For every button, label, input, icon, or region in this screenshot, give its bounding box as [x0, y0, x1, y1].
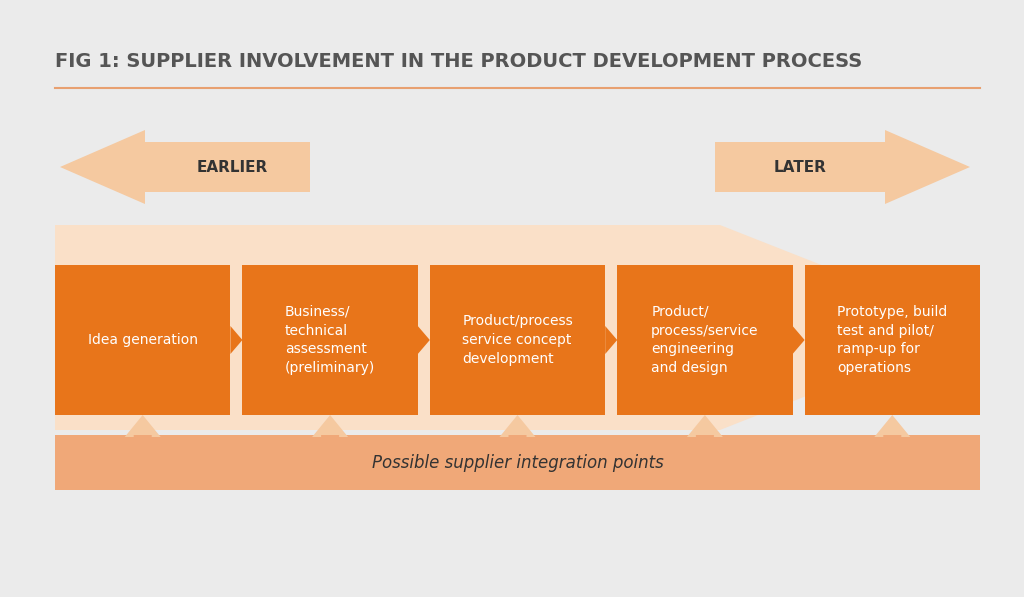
- Polygon shape: [230, 326, 243, 354]
- Text: Product/
process/service
engineering
and design: Product/ process/service engineering and…: [651, 304, 759, 376]
- Bar: [243, 265, 418, 415]
- Polygon shape: [418, 326, 430, 354]
- FancyArrow shape: [125, 415, 161, 437]
- Text: Idea generation: Idea generation: [88, 333, 198, 347]
- FancyArrow shape: [874, 415, 910, 437]
- Polygon shape: [60, 130, 310, 204]
- Bar: [805, 265, 980, 415]
- Polygon shape: [605, 326, 617, 354]
- Text: Business/
technical
assessment
(preliminary): Business/ technical assessment (prelimin…: [285, 304, 375, 376]
- Bar: [55, 435, 980, 490]
- Polygon shape: [55, 225, 980, 430]
- FancyArrow shape: [687, 415, 723, 437]
- Text: Possible supplier integration points: Possible supplier integration points: [372, 454, 664, 472]
- FancyArrow shape: [312, 415, 348, 437]
- Text: FIG 1: SUPPLIER INVOLVEMENT IN THE PRODUCT DEVELOPMENT PROCESS: FIG 1: SUPPLIER INVOLVEMENT IN THE PRODU…: [55, 52, 862, 71]
- Text: Product/process
service concept
development: Product/process service concept developm…: [462, 314, 572, 366]
- Polygon shape: [715, 130, 970, 204]
- FancyArrow shape: [500, 415, 536, 437]
- Bar: [430, 265, 605, 415]
- Text: EARLIER: EARLIER: [197, 159, 268, 174]
- Polygon shape: [793, 326, 805, 354]
- Bar: [617, 265, 793, 415]
- Bar: [55, 265, 230, 415]
- Text: LATER: LATER: [773, 159, 826, 174]
- Text: Prototype, build
test and pilot/
ramp-up for
operations: Prototype, build test and pilot/ ramp-up…: [838, 304, 947, 376]
